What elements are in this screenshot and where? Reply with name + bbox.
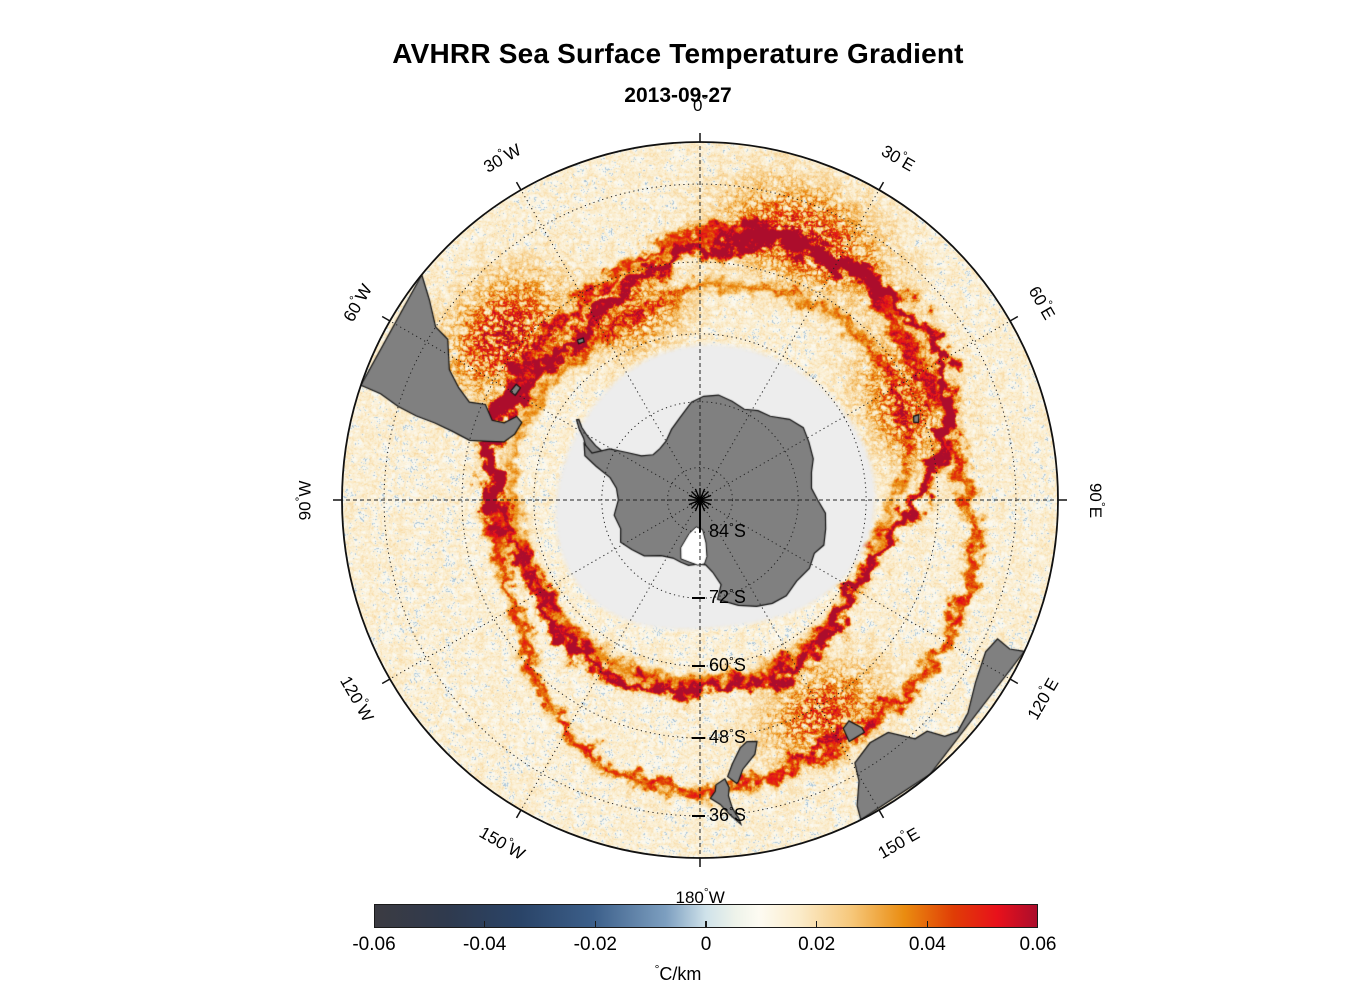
longitude-label-e0: 0° (693, 92, 708, 115)
page-subtitle: 2013-09-27 (624, 84, 732, 107)
colorbar-tick-label: 0.04 (908, 934, 946, 955)
colorbar-unit-label: °C/km (654, 962, 702, 984)
longitude-label-e180: 180°W (675, 884, 725, 907)
colorbar-tick-label: 0.02 (798, 934, 836, 955)
latitude-label-60s: 60°S (709, 654, 746, 676)
colorbar[interactable] (374, 904, 1038, 928)
polar-map (330, 130, 1070, 870)
colorbar-tick (815, 921, 818, 928)
latitude-label-48s: 48°S (709, 726, 746, 748)
colorbar-tick-label: -0.04 (463, 934, 507, 955)
latitude-label-84s: 84°S (709, 520, 746, 542)
colorbar-tick-label: -0.02 (573, 934, 617, 955)
colorbar-tick (483, 921, 486, 928)
latitude-tick (692, 597, 705, 599)
colorbar-tick-label: 0.06 (1019, 934, 1057, 955)
colorbar-tick (926, 921, 929, 928)
longitude-label-e90: 90°E (1085, 482, 1108, 518)
latitude-tick (692, 814, 705, 817)
longitude-label-w90: 90°W (292, 480, 315, 520)
colorbar-tick (705, 921, 707, 928)
page-title: AVHRR Sea Surface Temperature Gradient (392, 38, 964, 69)
map-graticule-overlay (333, 133, 1067, 867)
latitude-tick (692, 737, 705, 739)
colorbar-tick-label: -0.06 (352, 934, 396, 955)
colorbar-tick-label: 0 (700, 934, 712, 955)
latitude-tick (692, 665, 705, 667)
latitude-label-36s: 36°S (709, 803, 746, 825)
latitude-label-72s: 72°S (709, 586, 746, 608)
colorbar-tick (594, 921, 597, 928)
